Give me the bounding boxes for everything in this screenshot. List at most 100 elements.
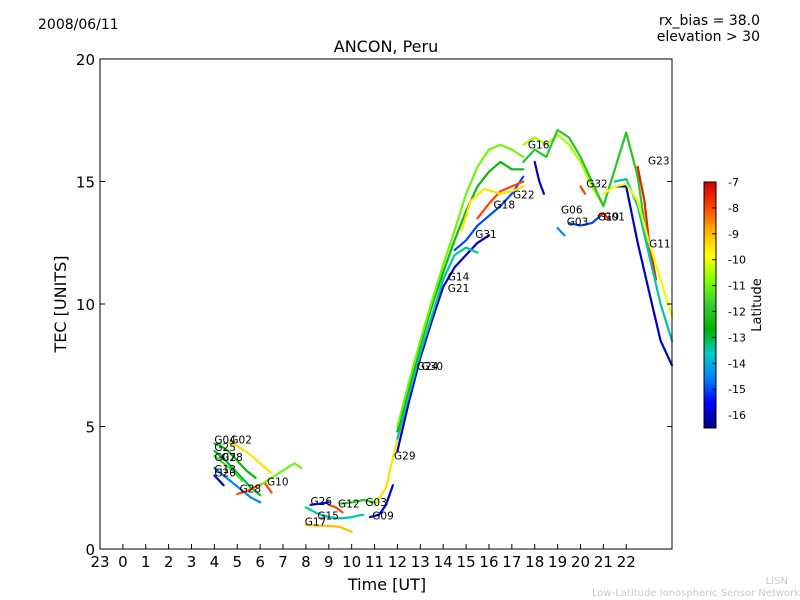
colorbar-title: Latitude (750, 278, 765, 332)
colorbar-tick-label: -16 (728, 409, 746, 422)
series-g28 (236, 481, 273, 495)
colorbar-tick-label: -10 (728, 254, 746, 267)
series-g22 (460, 185, 525, 232)
x-tick-label: 22 (617, 553, 636, 571)
series-g01 (597, 212, 609, 220)
rx-bias-label: rx_bias = 38.0 (658, 13, 760, 29)
x-tick-label: 9 (324, 553, 334, 571)
series-g32 (579, 185, 587, 195)
series-g15 (304, 506, 365, 520)
x-tick-label: 14 (434, 553, 453, 571)
x-tick-label: 19 (548, 553, 567, 571)
satellite-label-g24: G24 (417, 361, 439, 373)
x-tick-label: 8 (301, 553, 311, 571)
x-tick-label: 0 (118, 553, 128, 571)
colorbar-tick-label: -12 (728, 305, 746, 318)
satellite-label-g03: G03 (365, 497, 387, 509)
series-g04 (213, 442, 257, 479)
y-tick-label: 10 (76, 296, 95, 314)
satellite-label-g01: G01 (603, 212, 625, 224)
satellite-label-g06: G06 (561, 204, 583, 216)
x-tick-label: 7 (278, 553, 288, 571)
x-tick-label: 11 (365, 553, 384, 571)
series-g19 (567, 212, 605, 227)
series-g13 (213, 467, 262, 504)
colorbar-tick-label: -7 (728, 176, 739, 189)
satellite-label-g03: G03 (567, 217, 589, 229)
elevation-label: elevation > 30 (656, 29, 760, 45)
x-tick-label: 13 (411, 553, 430, 571)
colorbar-tick-label: -8 (728, 202, 739, 215)
satellite-label-g30: G30 (422, 361, 444, 373)
series-g30 (396, 246, 479, 440)
axes: 23 0 1 2 3 4 5 6 7 8 9 10 11 12 13 14 15 16 17 18 19 20 21 2205… (76, 51, 672, 571)
x-tick-label: 2 (164, 553, 174, 571)
x-tick-label: 12 (388, 553, 407, 571)
satellite-label-g16: G16 (528, 139, 550, 151)
series-g07 (213, 454, 243, 482)
series-g11 (613, 185, 674, 367)
x-tick-label: 20 (571, 553, 590, 571)
satellite-label-g12: G12 (338, 498, 360, 510)
series-g10 (259, 462, 303, 487)
series-g31 (453, 175, 525, 252)
series-g06 (533, 160, 545, 195)
x-tick-label: 21 (594, 553, 613, 571)
series-g23 (636, 165, 658, 281)
satellite-label-g18: G18 (494, 199, 516, 211)
x-axis-title: Time [UT] (347, 575, 426, 594)
series-g16 (522, 133, 605, 208)
y-tick-label: 20 (76, 51, 95, 69)
x-tick-label: 3 (187, 553, 197, 571)
series-g24 (396, 234, 491, 453)
satellite-label-g28: G28 (240, 484, 262, 496)
series-g17 (304, 523, 353, 533)
chart-title: ANCON, Peru (333, 37, 439, 56)
x-tick-label: 6 (255, 553, 265, 571)
satellite-label-g11: G11 (649, 239, 671, 251)
satellite-label-g14: G14 (448, 272, 470, 284)
series-g18 (476, 180, 525, 220)
colorbar-tick-label: -14 (728, 357, 746, 370)
satellite-label-g09: G09 (372, 511, 394, 523)
series-g16b (522, 128, 651, 257)
x-tick-label: 4 (210, 553, 220, 571)
satellite-label-g19: G19 (598, 212, 620, 224)
series-g14 (396, 143, 525, 428)
colorbar-tick-label: -9 (728, 228, 739, 241)
x-tick-label: 1 (141, 553, 151, 571)
series-g03 (339, 498, 376, 505)
series-g11b (613, 178, 674, 342)
x-tick-label: 16 (479, 553, 498, 571)
satellite-label-g17: G17 (305, 517, 327, 529)
series-g20 (213, 474, 225, 487)
y-axis-title: TEC [UNITS] (51, 256, 70, 354)
colorbar (703, 181, 717, 429)
colorbar-tick-label: -13 (728, 331, 746, 344)
satellite-label-g02: G02 (230, 435, 252, 447)
satellite-label-g23: G23 (648, 155, 670, 167)
satellite-label-g28: G28 (221, 452, 243, 464)
bias-info: rx_bias = 38.0 elevation > 30 (657, 13, 760, 45)
satellite-label-g20: G20 (214, 468, 236, 480)
series-g02 (227, 441, 273, 475)
series-g11c (602, 182, 674, 318)
colorbar-tick-label: -11 (728, 280, 746, 293)
x-tick-label: 17 (502, 553, 521, 571)
x-tick-label: 15 (457, 553, 476, 571)
satellite-label-g31: G31 (475, 229, 497, 241)
satellite-label-g15: G15 (317, 511, 339, 523)
x-tick-label: 5 (233, 553, 243, 571)
series-g03b (556, 227, 566, 237)
colorbar-axis: -7 -8 -9 -10 -11 -12 -13 -14 -15 -16 (712, 176, 746, 422)
x-tick-label: 23 (90, 553, 109, 571)
date-label: 2008/06/11 (38, 17, 119, 33)
colorbar-tick-label: -15 (728, 383, 746, 396)
satellite-label-g29: G29 (394, 451, 416, 463)
x-tick-label: 18 (525, 553, 544, 571)
y-tick-label: 5 (85, 419, 95, 437)
satellite-label-g25: G25 (214, 442, 236, 454)
satellite-label-g10: G10 (267, 476, 289, 488)
